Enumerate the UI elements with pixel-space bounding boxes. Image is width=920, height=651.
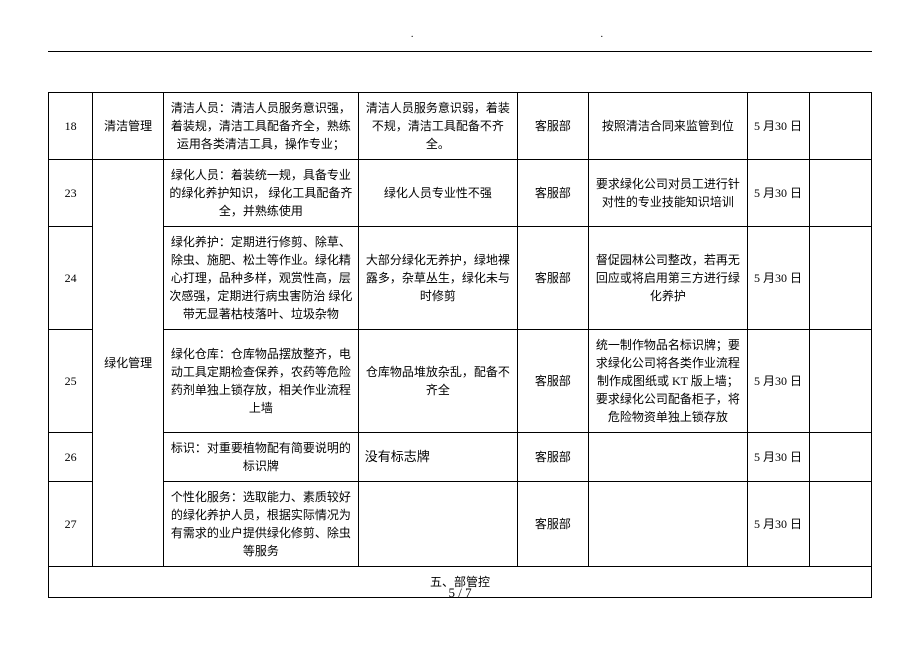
cell-action <box>588 433 747 482</box>
table-row: 18 清洁管理 清洁人员：清洁人员服务意识强，着装规，清洁工具配备齐全，熟练运用… <box>49 93 872 160</box>
cell-date: 5 月30 日 <box>748 433 810 482</box>
cell-std: 清洁人员：清洁人员服务意识强，着装规，清洁工具配备齐全，熟练运用各类清洁工具，操… <box>164 93 359 160</box>
cell-std: 绿化养护：定期进行修剪、除草、除虫、施肥、松土等作业。绿化精心打理，品种多样，观… <box>164 227 359 330</box>
cell-action: 要求绿化公司对员工进行针对性的专业技能知识培训 <box>588 160 747 227</box>
cell-date: 5 月30 日 <box>748 330 810 433</box>
cell-std: 绿化仓库：仓库物品摆放整齐，电动工具定期检查保养，农药等危险药剂单独上锁存放，相… <box>164 330 359 433</box>
header-dot-left: · <box>411 32 414 43</box>
cell-dept: 客服部 <box>517 227 588 330</box>
cell-action: 督促园林公司整改，若再无回应或将启用第三方进行绿化养护 <box>588 227 747 330</box>
table-container: 18 清洁管理 清洁人员：清洁人员服务意识强，着装规，清洁工具配备齐全，熟练运用… <box>48 92 872 598</box>
page-total: 7 <box>465 585 472 600</box>
cell-extra <box>809 330 871 433</box>
cell-extra <box>809 227 871 330</box>
cell-num: 18 <box>49 93 93 160</box>
cell-date: 5 月30 日 <box>748 482 810 567</box>
cell-extra <box>809 433 871 482</box>
cell-date: 5 月30 日 <box>748 93 810 160</box>
cell-dept: 客服部 <box>517 160 588 227</box>
cell-dept: 客服部 <box>517 93 588 160</box>
cell-std: 标识：对重要植物配有简要说明的标识牌 <box>164 433 359 482</box>
cell-num: 23 <box>49 160 93 227</box>
cell-issue <box>358 482 517 567</box>
cell-issue: 绿化人员专业性不强 <box>358 160 517 227</box>
cell-cat: 清洁管理 <box>93 93 164 160</box>
cell-action: 统一制作物品名标识牌；要求绿化公司将各类作业流程制作成图纸或 KT 版上墙；要求… <box>588 330 747 433</box>
cell-cat: 绿化管理 <box>93 160 164 567</box>
cell-issue: 没有标志牌 <box>358 433 517 482</box>
table-row: 23 绿化管理 绿化人员：着装统一规，具备专业的绿化养护知识， 绿化工具配备齐全… <box>49 160 872 227</box>
cell-extra <box>809 93 871 160</box>
table-row: 26 标识：对重要植物配有简要说明的标识牌 没有标志牌 客服部 5 月30 日 <box>49 433 872 482</box>
cell-num: 25 <box>49 330 93 433</box>
table-row: 27 个性化服务：选取能力、素质较好的绿化养护人员，根据实际情况为有需求的业户提… <box>49 482 872 567</box>
cell-std: 个性化服务：选取能力、素质较好的绿化养护人员，根据实际情况为有需求的业户提供绿化… <box>164 482 359 567</box>
cell-issue: 仓库物品堆放杂乱，配备不齐全 <box>358 330 517 433</box>
cell-num: 26 <box>49 433 93 482</box>
header-dot-right: · <box>600 32 603 43</box>
main-table: 18 清洁管理 清洁人员：清洁人员服务意识强，着装规，清洁工具配备齐全，熟练运用… <box>48 92 872 598</box>
cell-extra <box>809 482 871 567</box>
page-footer: 5 / 7 <box>0 585 920 601</box>
cell-std: 绿化人员：着装统一规，具备专业的绿化养护知识， 绿化工具配备齐全，并熟练使用 <box>164 160 359 227</box>
cell-extra <box>809 160 871 227</box>
cell-action: 按照清洁合同来监管到位 <box>588 93 747 160</box>
cell-issue: 大部分绿化无养护，绿地裸露多，杂草丛生，绿化未与时修剪 <box>358 227 517 330</box>
cell-date: 5 月30 日 <box>748 160 810 227</box>
cell-dept: 客服部 <box>517 482 588 567</box>
page-sep: / <box>455 585 465 600</box>
table-row: 24 绿化养护：定期进行修剪、除草、除虫、施肥、松土等作业。绿化精心打理，品种多… <box>49 227 872 330</box>
cell-dept: 客服部 <box>517 330 588 433</box>
table-row: 25 绿化仓库：仓库物品摆放整齐，电动工具定期检查保养，农药等危险药剂单独上锁存… <box>49 330 872 433</box>
cell-action <box>588 482 747 567</box>
cell-issue: 清洁人员服务意识弱，着装不规，清洁工具配备不齐全。 <box>358 93 517 160</box>
cell-num: 24 <box>49 227 93 330</box>
cell-date: 5 月30 日 <box>748 227 810 330</box>
page-header: · · <box>48 0 872 52</box>
cell-num: 27 <box>49 482 93 567</box>
cell-dept: 客服部 <box>517 433 588 482</box>
